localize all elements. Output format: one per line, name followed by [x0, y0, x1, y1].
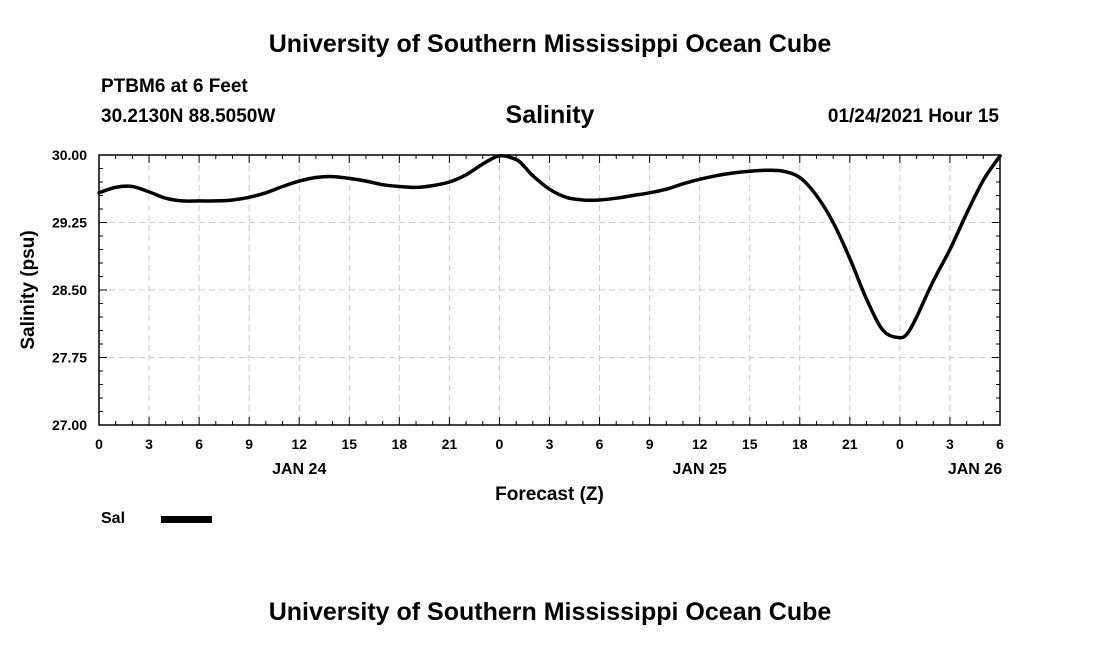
day-label: JAN 24: [272, 461, 326, 478]
coordinates-label: 30.2130N 88.5050W: [101, 106, 276, 127]
x-tick-label: 21: [442, 436, 458, 452]
x-tick-label: 6: [195, 436, 203, 452]
x-tick-label: 12: [692, 436, 708, 452]
x-tick-label: 0: [496, 436, 504, 452]
station-label: PTBM6 at 6 Feet: [101, 76, 248, 97]
y-axis-title: Salinity (psu): [18, 230, 39, 349]
bottom-title: University of Southern Mississippi Ocean…: [268, 598, 832, 626]
day-label: JAN 26: [948, 461, 1002, 478]
x-tick-label: 18: [392, 436, 408, 452]
x-tick-label: 18: [792, 436, 808, 452]
x-tick-label: 6: [596, 436, 604, 452]
x-tick-label: 3: [946, 436, 954, 452]
x-tick-label: 6: [996, 436, 1004, 452]
x-tick-label: 3: [145, 436, 153, 452]
series-line-sal: [97, 154, 1002, 340]
y-tick-label: 28.50: [52, 282, 87, 298]
y-tick-label: 29.25: [52, 215, 87, 231]
x-tick-label: 15: [742, 436, 758, 452]
x-tick-label: 3: [546, 436, 554, 452]
x-tick-label: 12: [291, 436, 307, 452]
top-title: University of Southern Mississippi Ocean…: [268, 30, 832, 58]
x-tick-label: 9: [245, 436, 253, 452]
x-axis-title: Forecast (Z): [495, 484, 604, 505]
timestamp-label: 01/24/2021 Hour 15: [827, 106, 999, 127]
x-tick-label: 9: [646, 436, 654, 452]
y-tick-label: 30.00: [52, 147, 87, 163]
x-tick-label: 0: [896, 436, 904, 452]
chart-title: Salinity: [505, 101, 595, 129]
legend-swatch: [161, 516, 212, 523]
day-label: JAN 25: [673, 461, 727, 478]
y-tick-label: 27.00: [52, 417, 87, 433]
legend-label: Sal: [101, 510, 126, 527]
x-tick-label: 0: [95, 436, 103, 452]
y-tick-label: 27.75: [52, 350, 87, 366]
x-tick-label: 15: [341, 436, 357, 452]
x-tick-label: 21: [842, 436, 858, 452]
